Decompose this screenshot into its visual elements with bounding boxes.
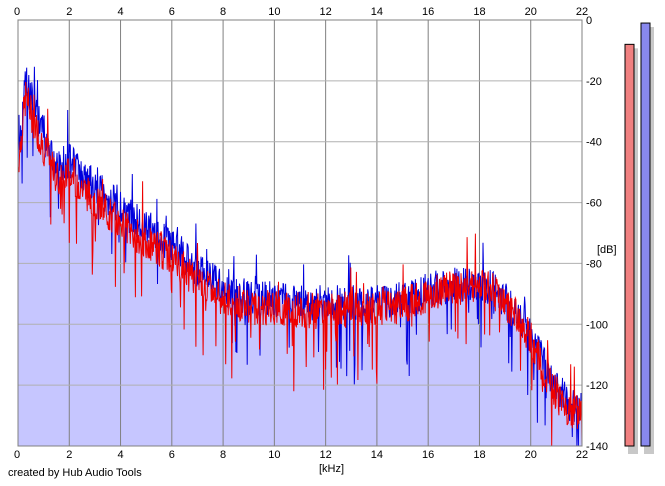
x-tick-label-top: 0: [14, 6, 20, 18]
y-tick-label: 0: [586, 15, 592, 27]
x-tick-label-top: 14: [371, 6, 383, 18]
y-tick-label: -80: [586, 258, 602, 270]
meter-bar: [640, 22, 651, 447]
series-line-0: [17, 81, 583, 447]
x-tick-label-bottom: 8: [220, 449, 226, 461]
x-tick-label-bottom: 2: [66, 449, 72, 461]
y-axis-label: [dB]: [597, 244, 617, 256]
x-tick-label-top: 4: [117, 6, 123, 18]
y-tick-label: -40: [586, 137, 602, 149]
x-tick-label-bottom: 18: [473, 449, 485, 461]
x-tick-label-top: 12: [320, 6, 332, 18]
x-tick-label-top: 18: [473, 6, 485, 18]
level-meters: [624, 22, 654, 455]
x-tick-label-top: 6: [169, 6, 175, 18]
x-tick-labels-bottom: 0 2 4 6 8 10 12 14 16 18 20 22: [14, 449, 588, 461]
spectrum-fill: [18, 66, 582, 447]
y-tick-labels: 0 -20 -40 -60 -80 -100 -120 -140: [586, 15, 608, 453]
series-line-1: [17, 66, 583, 447]
x-axis-label: [kHz]: [319, 463, 344, 475]
x-tick-label-top: 16: [422, 6, 434, 18]
y-tick-label: -140: [586, 441, 608, 453]
x-tick-label-bottom: 12: [320, 449, 332, 461]
plot-frame: [17, 19, 583, 447]
area-fill: [18, 66, 582, 447]
credit-text: created by Hub Audio Tools: [8, 467, 142, 479]
x-tick-label-bottom: 20: [525, 449, 537, 461]
y-tick-label: -20: [586, 76, 602, 88]
x-tick-labels-top: 0 2 4 6 8 10 12 14 16 18 20 22: [14, 6, 588, 18]
x-tick-label-bottom: 0: [14, 449, 20, 461]
meter-bar: [624, 43, 635, 447]
x-tick-label-bottom: 22: [576, 449, 588, 461]
x-tick-label-bottom: 10: [268, 449, 280, 461]
x-tick-label-bottom: 4: [117, 449, 123, 461]
x-tick-label-bottom: 16: [422, 449, 434, 461]
y-tick-label: -120: [586, 380, 608, 392]
x-tick-label-top: 22: [576, 6, 588, 18]
x-tick-label-top: 20: [525, 6, 537, 18]
x-tick-label-bottom: 6: [169, 449, 175, 461]
x-tick-label-bottom: 14: [371, 449, 383, 461]
x-tick-label-top: 10: [268, 6, 280, 18]
y-tick-label: -60: [586, 198, 602, 210]
x-tick-label-top: 2: [66, 6, 72, 18]
series-layer: [17, 66, 583, 447]
y-tick-label: -100: [586, 319, 608, 331]
x-tick-label-top: 8: [220, 6, 226, 18]
